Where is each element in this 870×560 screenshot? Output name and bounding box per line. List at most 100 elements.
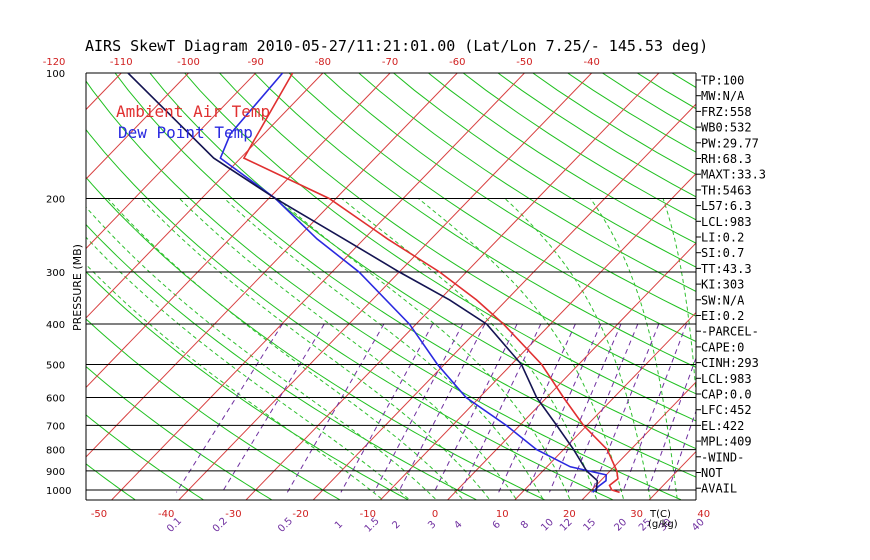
- dry-adiabat-line: [392, 73, 696, 268]
- top-temp-tick-label: -40: [584, 57, 600, 68]
- dry-adiabat-line: [86, 414, 204, 500]
- bottom-temp-tick-label: -10: [360, 509, 376, 520]
- bottom-temp-tick-label: -30: [225, 509, 241, 520]
- profile-series-line-1: [242, 73, 620, 494]
- pressure-tick-label: 100: [46, 69, 65, 80]
- mixing-ratio-line: [622, 323, 687, 493]
- pressure-tick-label: 700: [46, 421, 65, 432]
- top-temp-tick-label: -120: [43, 57, 66, 68]
- dry-adiabat-line: [253, 73, 696, 368]
- pressure-tick-label: 600: [46, 393, 65, 404]
- moist-adiabat-line: [140, 198, 490, 500]
- mixing-ratio-line: [459, 323, 542, 493]
- mixing-ratio-line: [373, 323, 464, 493]
- top-temp-tick-label: -110: [110, 57, 133, 68]
- dry-adiabat-line: [86, 463, 136, 500]
- bottom-temp-tick-label: 0: [432, 509, 438, 520]
- isotherms: [86, 73, 696, 500]
- side-panel-entry: -WIND-: [701, 450, 744, 464]
- dry-adiabat-line: [218, 73, 696, 395]
- dry-adiabat-line: [86, 80, 682, 500]
- side-panel-entry: PW:29.77: [701, 136, 759, 150]
- bottom-temp-tick-label: 20: [563, 509, 576, 520]
- side-panel-entry: FRZ:558: [701, 105, 752, 119]
- pressure-tick-label: 500: [46, 360, 65, 371]
- side-panel-entry: MPL:409: [701, 435, 752, 449]
- side-panel-entry: MW:N/A: [701, 89, 745, 103]
- isotherm-line: [86, 73, 391, 389]
- mixing-ratio-line: [175, 323, 283, 493]
- pressure-tick-label: 1000: [46, 486, 71, 497]
- pressure-tick-label: 800: [46, 446, 65, 457]
- legend-dew-point-temp: Dew Point Temp: [118, 123, 253, 142]
- dry-adiabat-line: [86, 176, 545, 500]
- y-axis-label: PRESSURE (MB): [71, 244, 84, 331]
- top-temp-tick-label: -100: [177, 57, 200, 68]
- side-panel-entry: TH:5463: [701, 183, 752, 197]
- dry-adiabat-line: [86, 318, 340, 500]
- moist-adiabat-line: [341, 198, 597, 499]
- top-temp-tick-label: -50: [516, 57, 532, 68]
- mixing-ratio-line: [591, 323, 660, 493]
- plot-axes: [85, 73, 697, 501]
- isotherm-line: [110, 73, 525, 500]
- side-panel-entry: CAP:0.0: [701, 388, 752, 402]
- side-panel-entry: KI:303: [701, 278, 744, 292]
- side-panel-entry: LI:0.2: [701, 231, 744, 245]
- top-temp-tick-label: -60: [449, 57, 465, 68]
- side-panel-entry: NOT: [701, 466, 723, 480]
- moist-adiabat-line: [224, 198, 544, 500]
- dry-adiabat-line: [86, 128, 613, 500]
- mixing-ratio-line: [397, 323, 486, 493]
- bottom-temp-tick-label: 10: [496, 509, 509, 520]
- moist-adiabat-line: [662, 198, 696, 399]
- isotherm-line: [178, 73, 593, 500]
- mixing-ratio-line: [221, 323, 325, 493]
- dry-adiabat-line: [323, 73, 696, 317]
- side-panel-entry: L57:6.3: [701, 199, 752, 213]
- side-panel-entry: AVAIL: [701, 482, 737, 496]
- side-panel-entry: RH:68.3: [701, 152, 752, 166]
- moist-adiabat-line: [86, 263, 382, 500]
- bottom-temp-tick-label: 30: [630, 509, 643, 520]
- isotherm-line: [312, 103, 696, 500]
- side-panel-entry: CINH:293: [701, 356, 759, 370]
- mixing-ratio-line: [567, 323, 639, 493]
- moist-adiabat-line: [179, 198, 517, 500]
- isotherm-line: [86, 73, 257, 250]
- mixing-ratio-lines: [175, 323, 696, 493]
- isotherm-line: [581, 381, 696, 500]
- side-panel-entry: MAXT:33.3: [701, 168, 766, 182]
- mixing-ratio-line: [498, 323, 576, 493]
- side-panel-entry: SW:N/A: [701, 293, 745, 307]
- pressure-tick-label: 300: [46, 268, 65, 279]
- top-temp-tick-label: -90: [248, 57, 264, 68]
- dry-adiabat-line: [149, 73, 696, 450]
- profile-series: [127, 73, 620, 494]
- x-axis-unit-label: T(C): [649, 509, 671, 520]
- side-panel-entry: LCL:983: [701, 215, 752, 229]
- side-panel-entry: CAPE:0: [701, 340, 744, 354]
- side-panel-entry: EI:0.2: [701, 309, 744, 323]
- side-panel-entry: SI:0.7: [701, 246, 744, 260]
- top-temp-tick-label: -70: [382, 57, 398, 68]
- dry-adiabats: [86, 73, 696, 500]
- side-panel-entry: -PARCEL-: [701, 325, 759, 339]
- bottom-temp-tick-label: -20: [292, 509, 308, 520]
- mixing-ratio-line: [433, 323, 518, 493]
- isotherm-line: [86, 73, 324, 319]
- side-panel-entry: WB0:532: [701, 121, 752, 135]
- pressure-tick-label: 200: [46, 195, 65, 206]
- side-panel-entry: TT:43.3: [701, 262, 752, 276]
- isotherm-line: [86, 73, 458, 458]
- moist-adiabat-line: [86, 236, 409, 500]
- mixing-ratio-line: [667, 409, 696, 493]
- pressure-tick-label: 900: [46, 467, 65, 478]
- pressure-tick-label: 400: [46, 320, 65, 331]
- bottom-temp-tick-label: 40: [697, 509, 710, 520]
- mixing-ratio-line: [526, 323, 602, 493]
- dry-adiabat-line: [427, 73, 696, 244]
